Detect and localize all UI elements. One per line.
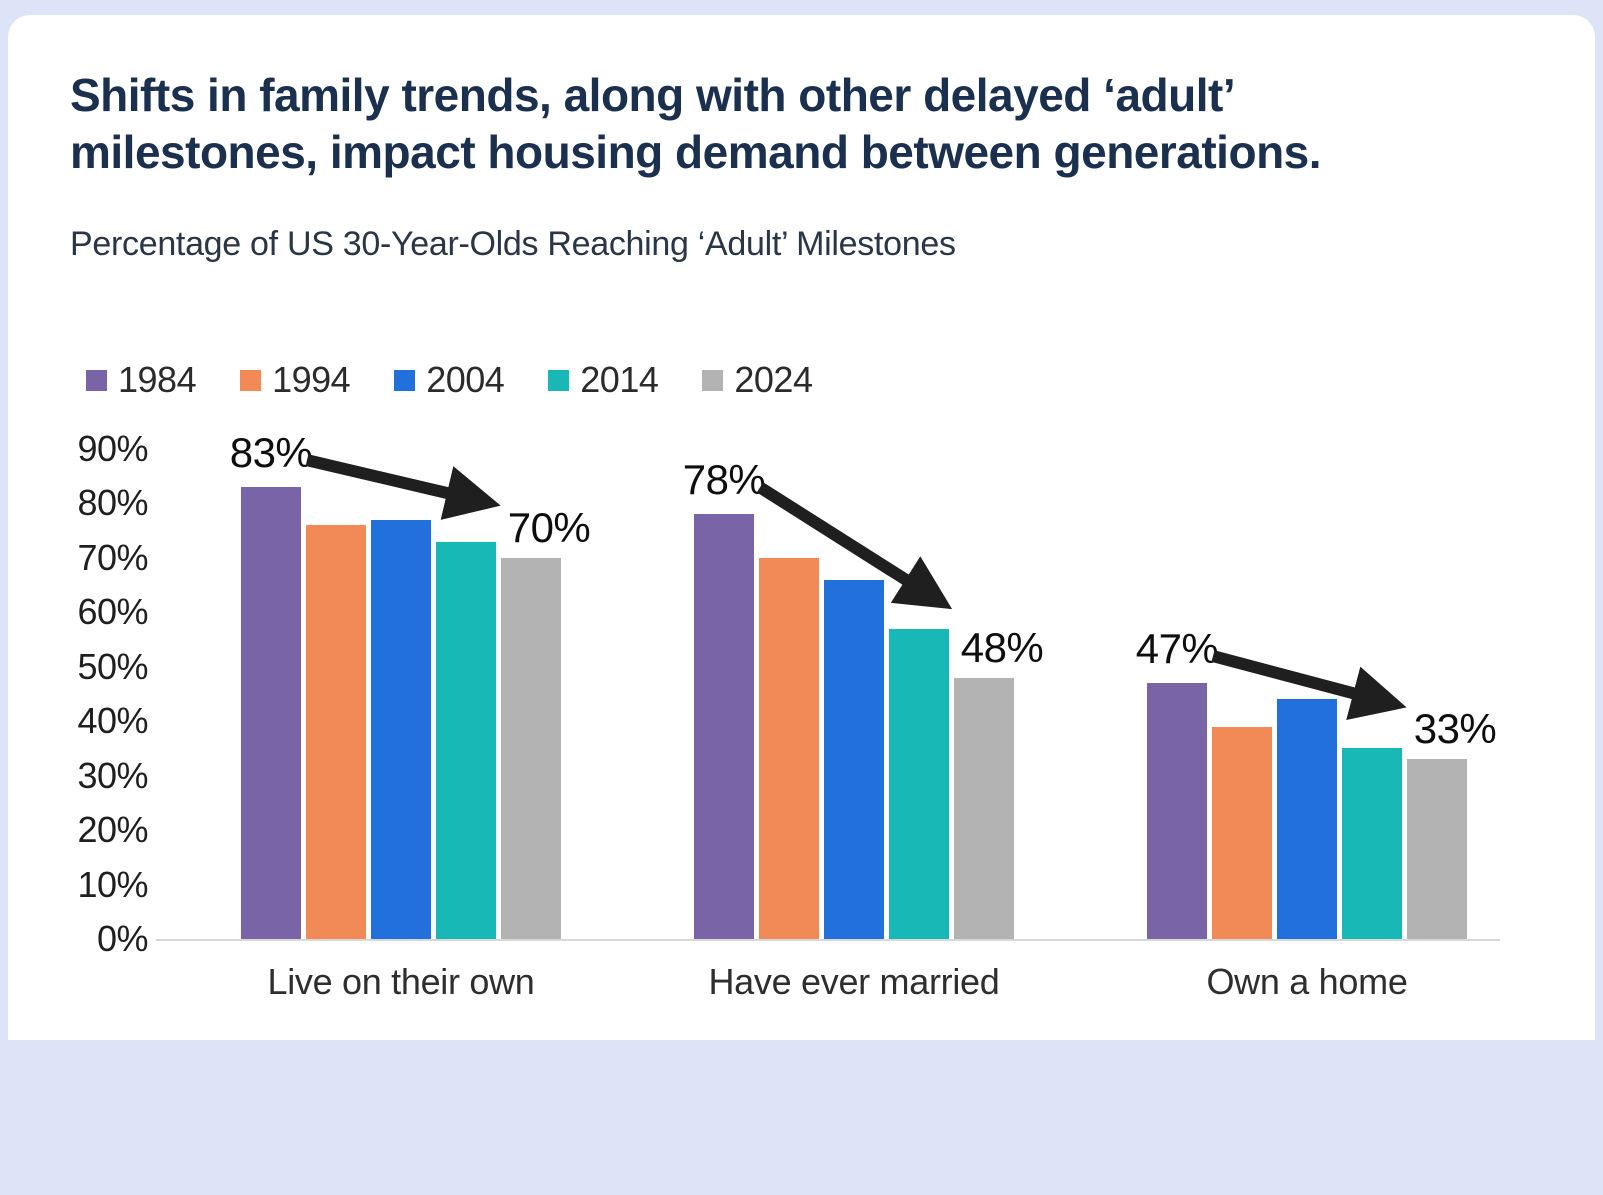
legend-item-1994: 1994 <box>240 359 351 401</box>
bar-1984-own-a-home <box>1147 683 1207 939</box>
bar-1994-own-a-home <box>1212 726 1272 939</box>
data-label-end: 70% <box>507 503 591 551</box>
data-label-start: 47% <box>1135 625 1219 673</box>
legend-item-2024: 2024 <box>702 359 813 401</box>
footer-band: Sources: John Burns Research and Consult… <box>0 1040 1603 1195</box>
x-axis-baseline <box>156 939 1500 941</box>
legend-label: 1994 <box>272 359 351 400</box>
y-axis-tick-label: 50% <box>77 645 148 687</box>
data-label-start: 83% <box>229 429 313 477</box>
legend-label: 2014 <box>580 359 659 400</box>
legend-swatch-2024 <box>702 369 724 391</box>
bar-1984-have-ever-married <box>694 514 754 939</box>
y-axis-tick-label: 30% <box>77 754 148 796</box>
y-axis-tick-label: 20% <box>77 809 148 851</box>
y-axis-tick-label: 70% <box>77 536 148 578</box>
legend-swatch-1994 <box>240 369 262 391</box>
y-axis-tick-label: 90% <box>77 428 148 469</box>
bar-2004-own-a-home <box>1277 699 1337 939</box>
bar-2004-live-on-their-own <box>371 519 431 939</box>
bar-2004-have-ever-married <box>824 579 884 939</box>
y-axis-tick-label: 10% <box>77 863 148 905</box>
legend-swatch-2014 <box>548 369 570 391</box>
bar-2014-live-on-their-own <box>436 541 496 939</box>
chart-card: Shifts in family trends, along with othe… <box>8 15 1595 1040</box>
legend-swatch-1984 <box>86 369 107 391</box>
y-axis-tick-label: 0% <box>96 918 149 959</box>
bar-1994-live-on-their-own <box>306 525 366 939</box>
legend-item-2004: 2004 <box>394 359 505 401</box>
bar-1994-have-ever-married <box>759 557 819 939</box>
chart-subtitle: Percentage of US 30-Year-Olds Reaching ‘… <box>70 225 956 263</box>
y-axis-tick-label: 80% <box>77 482 148 524</box>
x-axis-category-label: Own a home <box>1206 961 1408 1002</box>
bar-2024-own-a-home <box>1407 759 1467 939</box>
legend-item-1984: 1984 <box>86 359 197 401</box>
data-label-end: 48% <box>960 623 1044 671</box>
data-label-end: 33% <box>1413 705 1497 753</box>
legend-swatch-2004 <box>394 369 416 391</box>
bar-2014-have-ever-married <box>889 628 949 939</box>
bar-2024-have-ever-married <box>954 677 1014 939</box>
legend-item-2014: 2014 <box>548 359 659 401</box>
page-title: Shifts in family trends, along with othe… <box>70 69 1322 179</box>
y-axis-tick-label: 60% <box>77 591 148 633</box>
x-axis-category-label: Live on their own <box>267 961 535 1002</box>
bar-2024-live-on-their-own <box>501 557 561 939</box>
bar-1984-live-on-their-own <box>241 487 301 939</box>
legend-label: 2024 <box>734 359 813 400</box>
bar-2014-own-a-home <box>1342 748 1402 939</box>
legend-label: 1984 <box>118 359 197 400</box>
x-axis-category-label: Have ever married <box>708 961 1000 1002</box>
y-axis-tick-label: 40% <box>77 700 148 742</box>
legend: 1984 1994 2004 2014 2024 <box>86 359 856 401</box>
data-label-start: 78% <box>682 456 766 504</box>
legend-label: 2004 <box>426 359 505 400</box>
